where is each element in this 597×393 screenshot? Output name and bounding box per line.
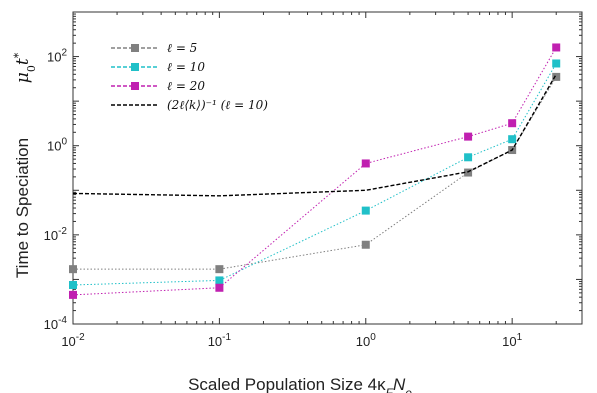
plot-frame <box>72 11 583 325</box>
series-point-0 <box>69 265 77 274</box>
legend-marker-2 <box>131 82 139 90</box>
y-axis-math-t: t <box>13 58 33 65</box>
x-axis-label-n: N <box>393 375 406 393</box>
series-point-0 <box>215 265 224 274</box>
y-axis-math-sup: * <box>12 52 25 58</box>
y-axis-math-sub: 0 <box>25 65 38 72</box>
legend: ℓ = 5 ℓ = 10 ℓ = 20 (2ℓ⟨k⟩)⁻¹ (ℓ = 10) <box>111 41 268 112</box>
series-line-2 <box>72 47 557 296</box>
legend-label-1: ℓ = 10 <box>167 60 205 74</box>
y-axis-math-mu: μ <box>13 72 33 83</box>
series-layer <box>69 43 561 299</box>
series-point-1 <box>508 135 517 144</box>
x-tick-label: 100 <box>356 332 376 349</box>
series-point-2 <box>464 132 473 141</box>
series-point-1 <box>361 206 370 215</box>
y-tick-label: 102 <box>47 48 67 65</box>
series-point-2 <box>361 159 370 168</box>
y-tick-label: 10-4 <box>44 315 68 332</box>
series-point-2 <box>552 43 561 52</box>
legend-label-2: ℓ = 20 <box>167 79 205 93</box>
axis-ticks <box>72 11 583 325</box>
series-point-1 <box>552 59 561 68</box>
y-tick-label: 100 <box>47 137 67 154</box>
series-line-0 <box>73 76 557 270</box>
series-point-0 <box>464 168 473 177</box>
x-axis-label-sub-e: e <box>405 386 412 393</box>
series-point-2 <box>508 119 517 128</box>
series-point-2 <box>69 290 77 299</box>
series-point-0 <box>552 72 561 81</box>
series-point-0 <box>361 240 370 249</box>
y-axis-label: Time to Speciation <box>13 138 32 278</box>
series-point-1 <box>215 276 224 285</box>
x-axis-label-sub-f: F <box>386 386 394 393</box>
x-axis-label: Scaled Population Size 4κFNe <box>188 375 412 393</box>
legend-marker-1 <box>131 63 139 71</box>
y-axis-math: μ0t* <box>12 52 38 83</box>
legend-label-3: (2ℓ⟨k⟩)⁻¹ (ℓ = 10) <box>167 98 268 112</box>
x-tick-label: 101 <box>502 332 522 349</box>
series-line-3 <box>72 73 557 197</box>
series-point-1 <box>69 280 77 289</box>
x-tick-label: 10-2 <box>61 332 85 349</box>
legend-label-0: ℓ = 5 <box>167 41 197 55</box>
x-axis-label-text: Scaled Population Size 4κ <box>188 375 386 393</box>
legend-marker-0 <box>131 44 139 52</box>
y-axis-label-group: Time to Speciation μ0t* <box>12 52 38 278</box>
series-point-2 <box>215 283 224 292</box>
y-tick-label: 10-2 <box>44 226 68 243</box>
x-tick-label: 10-1 <box>208 332 232 349</box>
series-point-1 <box>464 153 473 162</box>
series-line-1 <box>72 63 557 286</box>
